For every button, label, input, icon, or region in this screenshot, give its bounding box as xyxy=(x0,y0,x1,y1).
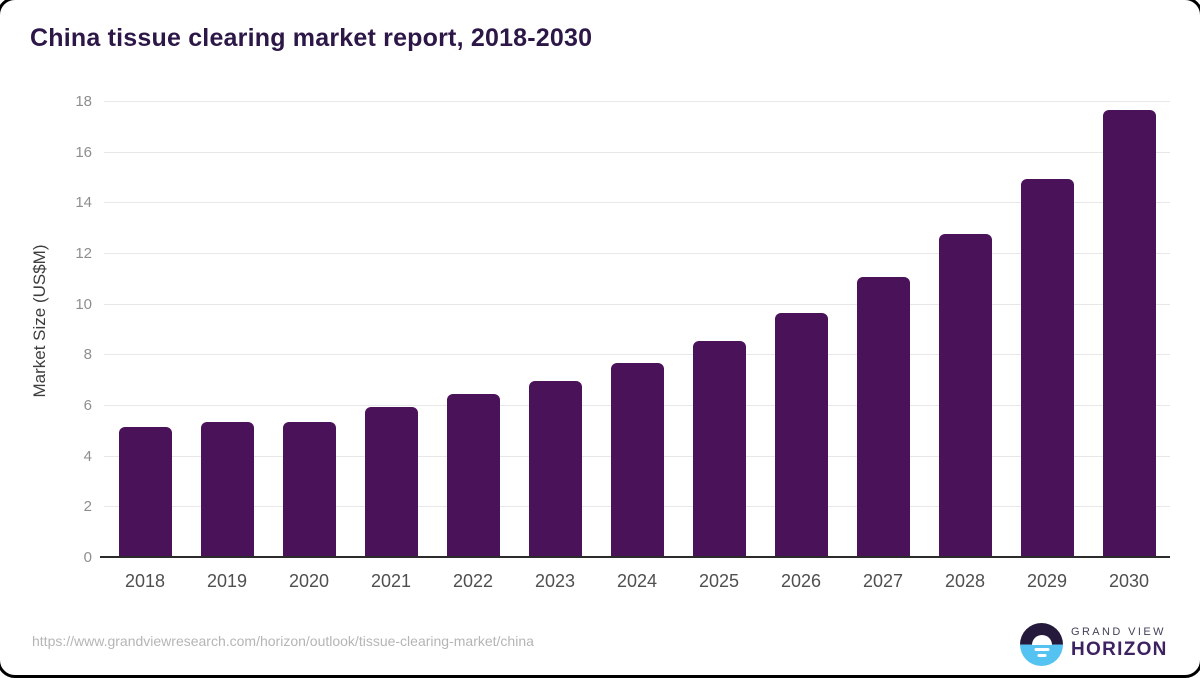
bar-2027[interactable] xyxy=(856,277,910,556)
x-tick-label-2023: 2023 xyxy=(534,571,576,591)
plot-area xyxy=(100,101,1170,558)
x-tick-label-2030: 2030 xyxy=(1108,571,1150,591)
x-tick-label-2025: 2025 xyxy=(698,571,740,591)
y-axis-title: Market Size (US$M) xyxy=(30,244,49,398)
bar-2021[interactable] xyxy=(364,406,418,556)
sun-reflection-line xyxy=(1037,653,1046,657)
y-tick-label-14: 14 xyxy=(75,194,92,212)
x-tick-label-2026: 2026 xyxy=(780,571,822,591)
bar-2022[interactable] xyxy=(446,393,500,556)
y-tick-label-4: 4 xyxy=(83,447,92,465)
gridline-y16 xyxy=(104,151,1170,153)
sun-icon xyxy=(1031,634,1052,645)
gridline-y8 xyxy=(104,354,1170,356)
source-url: https://www.grandviewresearch.com/horizo… xyxy=(32,633,534,649)
bar-2019[interactable] xyxy=(200,421,254,556)
gridline-y18 xyxy=(104,101,1170,102)
x-tick-label-2029: 2029 xyxy=(1026,571,1068,591)
y-tick-label-18: 18 xyxy=(75,93,92,110)
y-tick-label-8: 8 xyxy=(83,346,92,364)
sun-reflection-line xyxy=(1034,647,1049,651)
logo-text: GRAND VIEW HORIZON xyxy=(1071,626,1168,661)
x-tick-label-2022: 2022 xyxy=(452,571,494,591)
gridline-y12 xyxy=(104,253,1170,254)
x-tick-label-2028: 2028 xyxy=(944,571,986,591)
x-tick-label-2027: 2027 xyxy=(862,571,904,591)
grandview-horizon-logo[interactable]: GRAND VIEW HORIZON xyxy=(1020,623,1168,667)
horizon-sun-icon xyxy=(1020,623,1063,666)
logo-grand-view-text: GRAND VIEW xyxy=(1071,626,1166,638)
bar-2026[interactable] xyxy=(774,312,828,556)
y-tick-label-0: 0 xyxy=(83,549,92,566)
bar-2023[interactable] xyxy=(528,381,582,556)
bar-2028[interactable] xyxy=(938,234,992,556)
x-tick-label-2019: 2019 xyxy=(206,571,248,591)
x-tick-label-2020: 2020 xyxy=(288,571,330,591)
gridline-y14 xyxy=(104,202,1170,204)
bar-2029[interactable] xyxy=(1020,178,1074,556)
bar-2030[interactable] xyxy=(1102,110,1156,556)
y-tick-label-12: 12 xyxy=(75,245,92,262)
x-tick-label-2021: 2021 xyxy=(370,571,412,591)
bar-2018[interactable] xyxy=(118,426,172,556)
x-axis-line xyxy=(100,556,1170,558)
bar-2025[interactable] xyxy=(692,340,746,556)
chart-title: China tissue clearing market report, 201… xyxy=(30,24,593,52)
y-tick-label-16: 16 xyxy=(75,143,92,161)
bar-2024[interactable] xyxy=(610,363,664,556)
x-tick-label-2024: 2024 xyxy=(616,571,658,591)
logo-horizon-text: HORIZON xyxy=(1071,639,1168,660)
gridline-y10 xyxy=(104,303,1170,305)
y-tick-label-10: 10 xyxy=(75,295,92,313)
y-tick-label-2: 2 xyxy=(83,498,92,516)
bar-2020[interactable] xyxy=(282,421,336,556)
y-tick-label-6: 6 xyxy=(83,397,92,414)
x-tick-label-2018: 2018 xyxy=(124,571,166,591)
